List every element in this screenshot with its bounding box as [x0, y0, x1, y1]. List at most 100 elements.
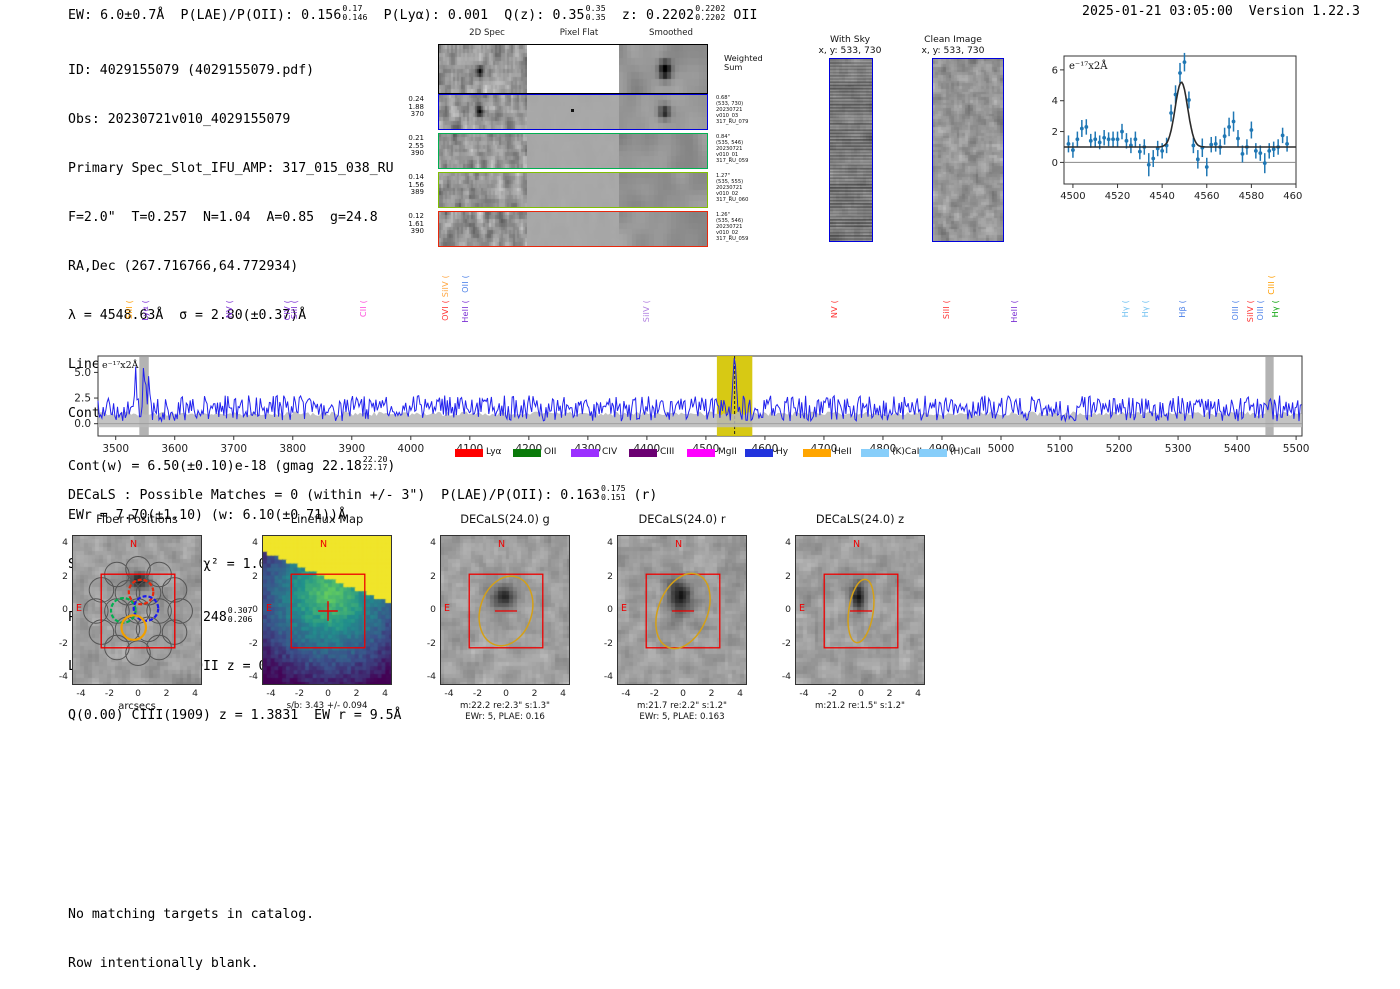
fiber-metadata-label: 0.68" (533, 730) 20230721 v010_03 317_RU…: [716, 95, 749, 126]
cutout-xtick: -2: [104, 688, 115, 699]
spec2d-image-2dspec: [439, 45, 527, 93]
svg-text:4540: 4540: [1149, 191, 1174, 202]
cutout-xtick: -4: [799, 688, 809, 699]
cutout-overlay-1: [263, 536, 391, 684]
compass-east-1: E: [266, 603, 273, 614]
footer-line-2: Row intentionally blank.: [68, 956, 259, 972]
spectrum-line-label-hγ-21: Hγ (: [1269, 300, 1280, 318]
cutout-caption2-2: EWr: 5, PLAE: 0.16: [465, 712, 545, 722]
legend-swatch-kcaii: [861, 449, 889, 457]
cutout-xtick: -2: [472, 688, 483, 699]
cutout-ytick: -2: [603, 637, 613, 649]
cutout-ytick: -4: [603, 671, 613, 682]
cutout-xtick: 2: [708, 688, 715, 699]
cutout-caption-1: s/b: 3.43 +/- 0.094: [286, 701, 368, 711]
compass-north-3: N: [675, 539, 683, 550]
cutout-ytick: 4: [785, 537, 791, 548]
svg-text:5200: 5200: [1106, 443, 1133, 455]
svg-text:2.5: 2.5: [74, 393, 91, 405]
cutout-ytick: -2: [781, 637, 791, 649]
spec2d-col-title-2dspec: 2D Spec: [469, 28, 505, 38]
info-lambda: λ = 4548.63Å σ = 2.80(±0.37)Å: [68, 307, 307, 323]
fiber-metadata-label: 0.84" (535, 546) 20230721 v010_01 317_RU…: [716, 134, 749, 165]
fiber-pixelflat-image: [527, 95, 619, 129]
fiber-2dspec-image: [439, 95, 527, 129]
cutout-xtick: 4: [915, 688, 921, 699]
cutout-ytick: 0: [62, 604, 68, 615]
cutout-overlay-4: [796, 536, 924, 684]
info-slot: Primary Spec_Slot_IFU_AMP: 317_015_038_R…: [68, 160, 394, 176]
cutout-ytick: 0: [607, 604, 613, 615]
with-sky-image: [829, 58, 873, 242]
fiber-2dspec-image: [439, 134, 527, 168]
clean-image-subtitle: x, y: 533, 730: [921, 45, 985, 56]
compass-north-4: N: [853, 539, 861, 550]
svg-text:5400: 5400: [1224, 443, 1251, 455]
fiber-left-label: 1.88: [408, 102, 424, 111]
spec2d-col-title-smoothed: Smoothed: [649, 28, 693, 38]
cutout-xtick: 2: [531, 688, 538, 699]
spec2d-row-fiber-3: [438, 172, 708, 208]
info-q: Q(0.00) CIII(1909) z = 1.3831 EW r = 9.5…: [68, 708, 402, 724]
fiber-left-label: 0.12: [408, 212, 424, 220]
spectrum-line-label-hγ-14: Hγ (: [1119, 300, 1130, 318]
legend-swatch-hcaii: [919, 449, 947, 457]
fiber-left-labels: 0.14 1.56 389: [400, 173, 424, 197]
timestamp-version: 2025-01-21 03:05:00 Version 1.22.3: [1082, 4, 1360, 19]
legend-swatch-ly: [455, 449, 483, 457]
info-seeing: F=2.0" T=0.257 N=1.04 A=0.85 g=24.8: [68, 209, 378, 225]
spectrum-line-label-siiv-7: SiIV (: [440, 275, 451, 298]
fiber-2dspec-image: [439, 212, 527, 246]
cutout-xtick: 0: [503, 688, 509, 699]
decals-header-prefix: DECaLS : Possible Matches = 0 (within +/…: [68, 488, 600, 504]
spec2d-col-title-pixelflat: Pixel Flat: [559, 28, 599, 38]
cutout-ytick: -4: [781, 671, 791, 682]
cutout-image-2: [440, 535, 570, 685]
spectrum-line-label-lyα-1: Lyα (: [140, 300, 151, 321]
fiber-left-labels: 0.21 2.55 390: [400, 134, 424, 158]
cutout-ytick: -2: [426, 637, 436, 649]
spectrum-line-label-oii-9: OII (: [459, 275, 470, 293]
cutout-xtick: 0: [858, 688, 864, 699]
legend-label-hcaii: (H)CaII: [950, 447, 981, 457]
fiber-2dspec-image: [439, 173, 527, 207]
cutout-ytick: -4: [58, 671, 68, 682]
cutout-xtick: -4: [444, 688, 454, 699]
clean-image: [932, 58, 1004, 242]
compass-east-2: E: [444, 603, 451, 614]
cutout-ytick: 2: [607, 570, 613, 582]
header-plae-value: 0.156: [301, 8, 342, 24]
header-z-prefix: z:: [605, 8, 646, 24]
cutout-ytick: 2: [62, 570, 68, 582]
info-cont-w: Cont(w) = 6.50(±0.10)e-18 (gmag 22.18 22.…: [68, 455, 401, 475]
cutout-xtick: 4: [382, 688, 388, 699]
svg-text:4: 4: [1052, 96, 1058, 107]
legend-label-hy: Hy: [776, 447, 789, 457]
cutout-ytick: 4: [252, 537, 258, 548]
cutout-ytick: -2: [58, 637, 68, 649]
svg-text:5000: 5000: [988, 443, 1015, 455]
cutout-xtick: 2: [353, 688, 360, 699]
header-z-suffix: OII: [725, 8, 758, 24]
info-cont-w-suffix: ): [387, 459, 396, 475]
cutout-title-3: DECaLS(24.0) r: [638, 512, 726, 526]
fiber-left-label: 390: [410, 149, 424, 158]
spec2d-panel-group: 2D Spec Pixel Flat Smoothed Weighted Sum…: [408, 28, 763, 251]
cutout-overlay-2: [441, 536, 569, 684]
svg-text:3500: 3500: [102, 443, 129, 455]
spectrum-line-label-siiv-18: SiIV (: [1244, 300, 1255, 323]
cutout-ytick: 2: [430, 570, 436, 582]
header-qz-value: 0.35: [552, 8, 585, 24]
fiber-left-label: 2.55: [408, 141, 424, 150]
info-radec: RA,Dec (267.716766,64.772934): [68, 258, 299, 274]
fiber-metadata-label: 1.26" (535, 546) 20230721 v010_02 317_RU…: [716, 212, 749, 243]
cutout-caption2-3: EWr: 5, PLAE: 0.163: [639, 712, 725, 722]
cutout-xtick: 4: [560, 688, 566, 699]
spectrum-line-label-ciii-20: CIII (: [1265, 275, 1276, 295]
with-sky-subtitle: x, y: 533, 730: [818, 45, 882, 56]
cutout-xtick: -2: [649, 688, 660, 699]
compass-north-1: N: [320, 539, 328, 550]
footer-line-1: No matching targets in catalog.: [68, 906, 315, 922]
legend-label-oii: OII: [544, 447, 557, 457]
fiber-left-label: 1.61: [408, 219, 424, 228]
